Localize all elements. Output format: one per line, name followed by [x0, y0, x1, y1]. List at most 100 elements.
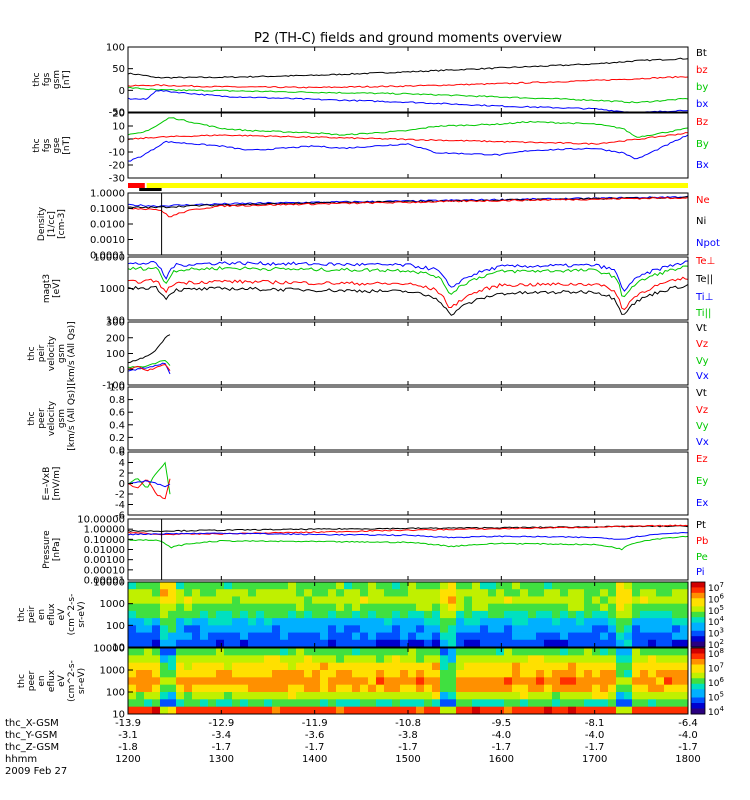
spectrogram-cell [440, 610, 449, 619]
spectrogram-cell [136, 582, 145, 590]
spectrogram-cell [128, 625, 137, 633]
spectrogram-cell [568, 639, 577, 648]
spectrogram-cell [208, 677, 217, 686]
spectrogram-cell [640, 684, 649, 693]
spectrogram-cell [560, 670, 569, 678]
mode-bar-segment [146, 183, 688, 188]
spectrogram-cell [320, 699, 329, 708]
spectrogram-cell [208, 699, 217, 708]
spectrogram-cell [336, 662, 345, 671]
spectrogram-cell [192, 648, 201, 656]
spectrogram-cell [456, 662, 465, 671]
spectrogram-cell [256, 648, 265, 656]
spectrogram-cell [464, 699, 473, 708]
spectrogram-cell [640, 648, 649, 656]
spectrogram-cell [216, 596, 225, 605]
y-axis-label: fgs [42, 72, 52, 86]
spectrogram-cell [504, 632, 513, 641]
spectrogram-cell [576, 677, 585, 686]
spectrogram-cell [464, 596, 473, 605]
spectrogram-cell [152, 603, 161, 612]
spectrogram-cell [144, 610, 153, 619]
spectrogram-cell [384, 639, 393, 648]
colorbar-tick-exponent: 7 [719, 581, 723, 589]
spectrogram-cell [560, 706, 569, 715]
spectrogram-cell [160, 632, 169, 641]
spectrogram-cell [536, 639, 545, 648]
spectrogram-cell [296, 655, 305, 664]
spectrogram-cell [616, 632, 625, 641]
y-axis-label: [mV/m] [52, 467, 62, 501]
spectrogram-cell [656, 677, 665, 686]
spectrogram-cell [264, 648, 273, 656]
spectrogram-cell [304, 706, 313, 715]
spectrogram-cell [328, 677, 337, 686]
spectrogram-cell [152, 684, 161, 693]
spectrogram-cell [552, 582, 561, 590]
spectrogram-cell [400, 677, 409, 686]
spectrogram-cell [344, 589, 353, 597]
spectrogram-cell [320, 589, 329, 597]
y-tick-label: 10 [112, 122, 125, 133]
spectrogram-cell [168, 662, 177, 671]
spectrogram-cell [336, 596, 345, 605]
spectrogram-cell [616, 589, 625, 597]
spectrogram-cell [400, 596, 409, 605]
spectrogram-cell [424, 655, 433, 664]
spectrogram-cell [240, 692, 249, 700]
spectrogram-cell [496, 610, 505, 619]
spectrogram-cell [192, 706, 201, 715]
spectrogram-cell [440, 618, 449, 626]
spectrogram-cell [440, 670, 449, 678]
spectrogram-cell [368, 684, 377, 693]
y-tick-label: -10 [109, 148, 125, 159]
spectrogram-cell [536, 692, 545, 700]
spectrogram-cell [568, 648, 577, 656]
spectrogram-cell [488, 625, 497, 633]
spectrogram-cell [512, 655, 521, 664]
spectrogram-cell [312, 632, 321, 641]
spectrogram-cell [400, 603, 409, 612]
spectrogram-cell [264, 589, 273, 597]
x-axis-row-label: thc_X-GSM [5, 718, 59, 729]
spectrogram-cell [352, 648, 361, 656]
spectrogram-cell [296, 662, 305, 671]
colorbar-frame [690, 581, 706, 648]
spectrogram-cell [448, 670, 457, 678]
spectrogram-cell [576, 699, 585, 708]
spectrogram-cell [416, 603, 425, 612]
spectrogram-cell [376, 655, 385, 664]
spectrogram-cell [672, 618, 681, 626]
spectrogram-cell [296, 670, 305, 678]
y-tick-label: 0.0 [109, 446, 125, 457]
spectrogram-cell [640, 610, 649, 619]
spectrogram-cell [176, 655, 185, 664]
spectrogram-cell [144, 684, 153, 693]
y-axis-label: [km/s (All Qs)] [67, 386, 77, 450]
spectrogram-cell [680, 699, 689, 708]
spectrogram-cell [384, 662, 393, 671]
spectrogram-cell [176, 670, 185, 678]
spectrogram-cell [184, 610, 193, 619]
spectrogram-cell [248, 655, 257, 664]
spectrogram-cell [680, 684, 689, 693]
spectrogram-cell [160, 596, 169, 605]
spectrogram-cell [224, 582, 233, 590]
spectrogram-cell [256, 677, 265, 686]
spectrogram-cell [280, 625, 289, 633]
y-tick-label: 0.10000 [84, 535, 125, 546]
spectrogram-cell [616, 677, 625, 686]
spectrogram-cell [448, 684, 457, 693]
spectrogram-cell [256, 684, 265, 693]
spectrogram-cell [536, 589, 545, 597]
spectrogram-cell [320, 582, 329, 590]
spectrogram-cell [312, 670, 321, 678]
spectrogram-cell [608, 677, 617, 686]
spectrogram-cell [648, 692, 657, 700]
spectrogram-cell [312, 662, 321, 671]
legend-entry: Ti⊥ [695, 292, 713, 303]
spectrogram-cell [200, 610, 209, 619]
colorbar-tick-label: 105 [708, 691, 724, 704]
colorbar-segment [691, 694, 705, 698]
spectrogram-cell [296, 677, 305, 686]
